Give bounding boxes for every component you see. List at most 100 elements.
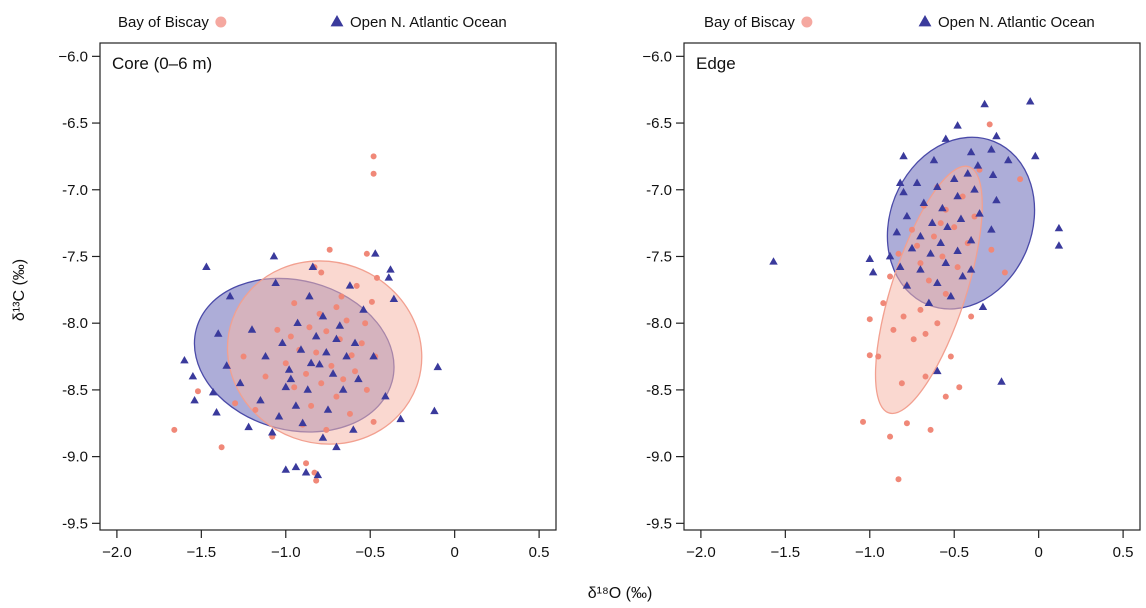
biscay-point	[333, 304, 340, 311]
atlantic-point	[328, 369, 338, 377]
panel-edge: −6.0 -6.5 -7.0 -7.5 -8.0 -8.5 -9.0 -9.5 −2.0 −1.5…	[642, 14, 1141, 561]
y-tick-label: -7.5	[62, 248, 88, 265]
biscay-point	[934, 320, 941, 327]
atlantic-point	[350, 338, 360, 347]
biscay-point	[323, 328, 330, 335]
biscay-point	[942, 290, 949, 297]
x-tick-label: −1.0	[855, 544, 885, 561]
atlantic-point	[865, 254, 875, 262]
atlantic-point	[369, 351, 378, 360]
atlantic-point	[359, 305, 368, 313]
atlantic-point	[975, 209, 984, 217]
atlantic-point	[202, 262, 211, 271]
x-tick-label: −1.5	[771, 544, 801, 561]
biscay-point	[338, 293, 345, 300]
biscay-point	[326, 246, 333, 253]
biscay-point	[942, 393, 949, 400]
biscay-point	[971, 213, 978, 220]
biscay-point	[370, 153, 377, 160]
atlantic-point	[928, 218, 937, 226]
atlantic-point	[180, 355, 189, 364]
biscay-point	[240, 353, 247, 360]
atlantic-point	[973, 161, 983, 169]
biscay-point	[370, 170, 377, 177]
atlantic-point	[342, 351, 351, 360]
x-tick-label: −1.0	[271, 544, 301, 561]
biscay-point	[303, 370, 310, 377]
biscay-point	[313, 477, 320, 484]
atlantic-point	[296, 345, 306, 353]
atlantic-point	[311, 331, 321, 340]
atlantic-point	[956, 214, 966, 222]
biscay-point	[917, 306, 924, 313]
biscay-point	[318, 269, 325, 276]
biscay-point	[363, 250, 370, 257]
biscay-point	[922, 373, 929, 380]
atlantic-point	[943, 222, 952, 230]
biscay-point	[866, 352, 873, 359]
biscay-point	[903, 420, 910, 427]
biscay-point	[308, 402, 315, 409]
atlantic-point	[256, 395, 265, 404]
biscay-point	[880, 300, 887, 307]
legend-marker-biscay	[215, 16, 227, 28]
biscay-point	[927, 426, 934, 433]
atlantic-point	[318, 433, 328, 441]
atlantic-point	[323, 405, 333, 413]
atlantic-point	[308, 262, 318, 271]
biscay-point	[900, 313, 907, 320]
atlantic-point	[997, 377, 1006, 385]
atlantic-point	[332, 442, 341, 451]
y-tick-label: -6.5	[646, 115, 672, 132]
atlantic-point	[247, 325, 257, 333]
atlantic-point	[298, 418, 307, 427]
biscay-point	[313, 349, 320, 356]
atlantic-point	[987, 225, 996, 233]
atlantic-point	[318, 311, 328, 320]
atlantic-point	[919, 198, 929, 206]
biscay-point	[875, 353, 882, 360]
atlantic-point	[269, 251, 279, 260]
atlantic-point	[769, 257, 778, 265]
atlantic-point	[933, 366, 942, 375]
atlantic-point	[301, 468, 311, 476]
atlantic-point	[349, 425, 358, 433]
atlantic-point	[958, 271, 967, 280]
atlantic-point	[354, 374, 363, 383]
biscay-point	[1017, 176, 1024, 183]
atlantic-point	[261, 351, 270, 360]
plot-frame	[683, 42, 1141, 531]
atlantic-point	[1025, 97, 1035, 105]
biscay-point	[895, 476, 902, 483]
atlantic-point	[244, 422, 253, 431]
biscay-point	[348, 352, 355, 359]
x-tick-label: 0.5	[1113, 544, 1134, 561]
legend-marker-atlantic	[918, 15, 932, 27]
y-tick-label: -9.0	[62, 449, 88, 466]
x-tick-label: −1.5	[187, 544, 217, 561]
biscay-point	[959, 193, 966, 200]
atlantic-point	[946, 291, 956, 300]
biscay-point	[1001, 269, 1008, 276]
biscay-point	[866, 316, 873, 323]
atlantic-point	[291, 462, 301, 471]
y-tick-label: -9.5	[646, 515, 672, 532]
atlantic-point	[286, 374, 296, 383]
biscay-point	[291, 384, 298, 391]
atlantic-point	[303, 385, 312, 393]
atlantic-point	[212, 407, 221, 416]
x-tick-label: −2.0	[686, 544, 716, 561]
atlantic-point	[345, 281, 355, 289]
atlantic-point	[268, 428, 277, 436]
atlantic-point	[305, 291, 314, 300]
y-tick-label: -9.5	[62, 515, 88, 532]
atlantic-point	[1054, 223, 1064, 232]
biscay-point	[252, 406, 259, 413]
atlantic-point	[953, 246, 962, 254]
biscay-point	[947, 353, 954, 360]
legend-label-biscay: Bay of Biscay	[118, 14, 209, 31]
atlantic-point	[970, 185, 979, 193]
biscay-point	[218, 444, 225, 451]
legend-marker-atlantic	[330, 15, 344, 27]
biscay-point	[262, 373, 269, 380]
